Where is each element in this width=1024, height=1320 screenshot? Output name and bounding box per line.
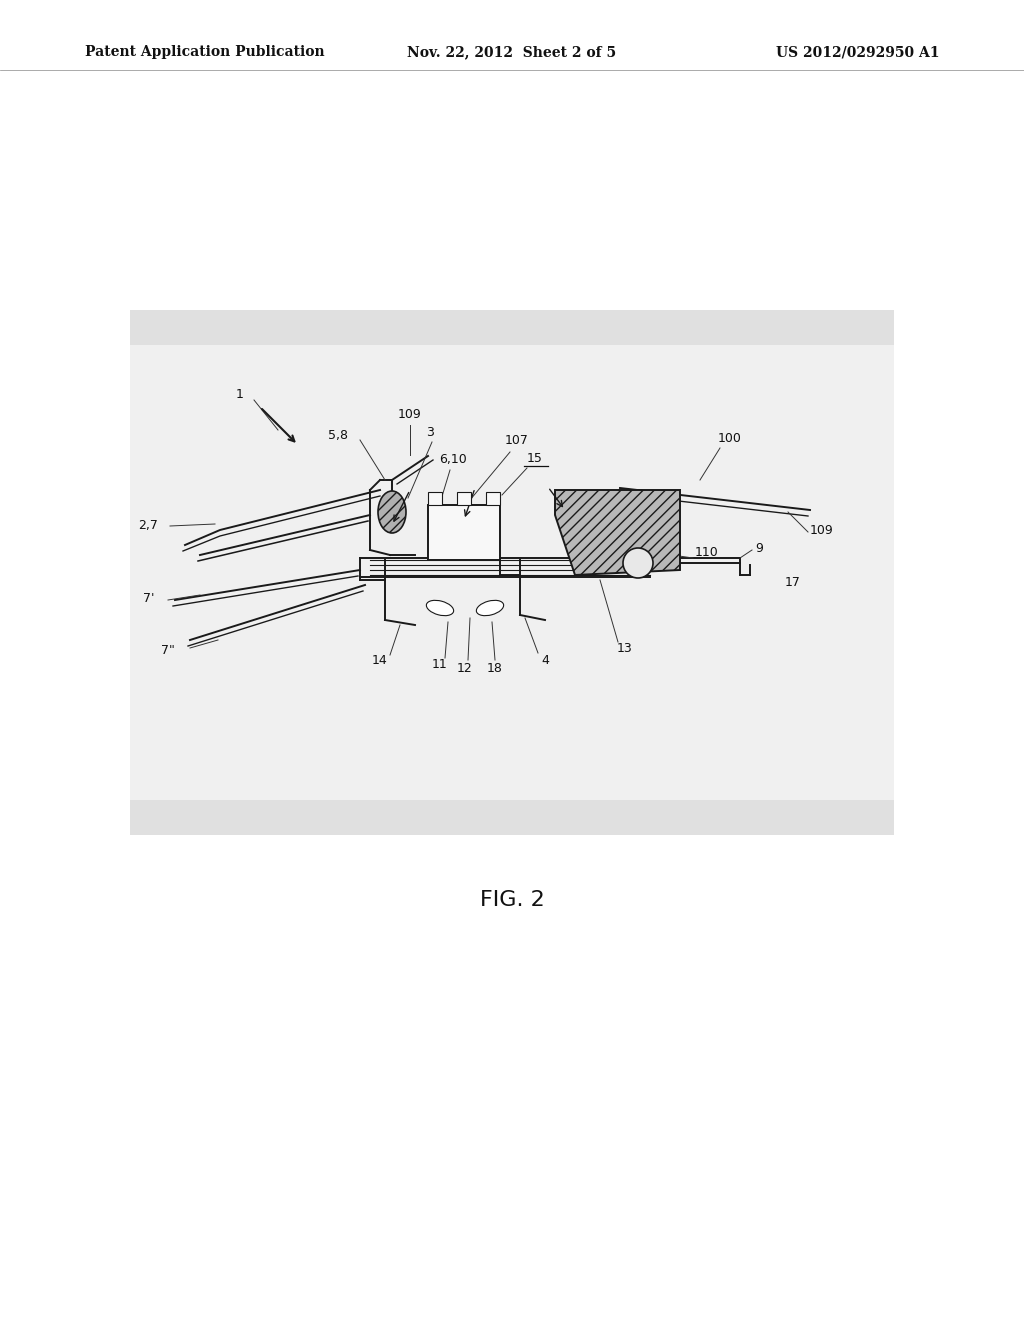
Text: 107: 107 [505,433,529,446]
Text: 13: 13 [617,642,633,655]
Bar [485,492,500,506]
Text: 100: 100 [718,432,742,445]
Text: 14: 14 [372,653,388,667]
Ellipse shape [476,601,504,615]
Text: 5,8: 5,8 [328,429,348,441]
Bar [130,310,894,345]
Ellipse shape [426,601,454,615]
Text: 1: 1 [237,388,244,401]
Text: 17: 17 [785,576,801,589]
Polygon shape [555,490,680,576]
Text: US 2012/0292950 A1: US 2012/0292950 A1 [776,45,940,59]
Bar [130,800,894,836]
Ellipse shape [378,491,406,533]
Text: 109: 109 [810,524,834,536]
Text: FIG. 2: FIG. 2 [479,890,545,909]
Text: Nov. 22, 2012  Sheet 2 of 5: Nov. 22, 2012 Sheet 2 of 5 [408,45,616,59]
Text: 7": 7" [161,644,175,656]
Text: 110: 110 [695,546,719,560]
Text: 12: 12 [457,661,473,675]
Circle shape [623,548,653,578]
Text: 6,10: 6,10 [439,454,467,466]
Text: 4: 4 [541,653,549,667]
Text: 2,7: 2,7 [138,519,158,532]
Bar [130,345,894,800]
Text: 11: 11 [432,659,447,672]
Text: Patent Application Publication: Patent Application Publication [85,45,325,59]
Text: 9: 9 [755,541,763,554]
Bar [457,492,471,506]
Text: 3: 3 [426,425,434,438]
Bar [130,345,894,800]
Bar [428,492,442,506]
Bar [428,506,500,560]
Text: 15: 15 [527,451,543,465]
Text: 7': 7' [143,591,155,605]
Text: 109: 109 [398,408,422,421]
Text: 18: 18 [487,661,503,675]
